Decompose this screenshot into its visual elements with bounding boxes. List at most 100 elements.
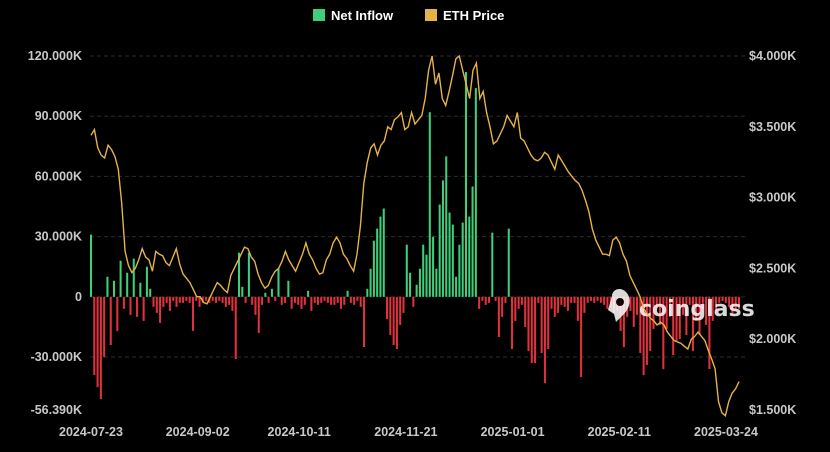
inflow-bar [297,297,299,305]
inflow-bar [409,273,411,297]
inflow-bar [402,297,404,313]
inflow-bar [603,297,605,305]
inflow-bar [567,297,569,311]
inflow-bar [129,297,131,315]
inflow-bar [468,217,470,297]
y-right-tick-label: $2.500K [749,261,796,275]
x-tick-label: 2025-03-24 [694,425,758,439]
inflow-bar [629,297,631,311]
inflow-bar [491,233,493,297]
inflow-bar [304,297,306,305]
inflow-bar [458,245,460,297]
inflow-bar [241,287,243,297]
inflow-bar [327,297,329,303]
x-tick-label: 2024-10-11 [268,425,331,439]
inflow-bar [245,297,247,303]
legend-item-net-inflow[interactable]: Net Inflow [313,8,394,23]
inflow-bar [419,269,421,297]
inflow-bar [106,277,108,297]
inflow-bar [195,297,197,301]
inflow-bar [583,297,585,313]
y-left-tick-label: 30.000K [35,230,82,244]
inflow-bar [518,297,520,309]
inflow-bar [376,229,378,297]
inflow-bar [156,297,158,313]
inflow-bar [475,88,477,297]
inflow-bar [314,297,316,303]
inflow-bar [271,289,273,297]
inflow-bar [225,297,227,307]
inflow-bar [179,297,181,303]
x-tick-label: 2024-09-02 [166,425,230,439]
inflow-bar [192,297,194,331]
inflow-bar [373,241,375,297]
inflow-bar [452,225,454,297]
inflow-bar [547,297,549,349]
y-right-tick-label: $3.000K [749,191,796,205]
y-axis-left: 120.000K90.000K60.000K30.000K0-30.000K-5… [28,49,82,417]
inflow-bar [449,213,451,297]
inflow-bar [136,297,138,317]
inflow-bar [254,297,256,315]
inflow-bar [501,297,503,317]
inflow-bar [386,297,388,319]
y-axis-right: $4.000K $3.500K $3.000K $2.500K $2.000K $1.50… [749,49,796,417]
inflow-bar [268,297,270,303]
inflow-bar [143,297,145,321]
inflow-bar [636,297,638,315]
inflow-bar [159,297,161,323]
inflow-bar [123,297,125,309]
inflow-bar [514,297,516,321]
inflow-bar [593,297,595,303]
inflow-bar [169,297,171,311]
inflow-bar [166,297,168,303]
inflow-bar [287,281,289,297]
inflow-bar [587,297,589,303]
inflow-bar [574,297,576,303]
inflow-bar [366,289,368,297]
x-tick-label: 2024-07-23 [59,425,123,439]
inflow-bar [182,297,184,303]
inflow-bar [350,297,352,303]
inflow-bar [534,297,536,363]
y-left-tick-label: 60.000K [35,169,82,183]
inflow-bar [281,297,283,305]
inflow-bar [261,297,263,305]
inflow-bar [504,297,506,303]
inflow-bar [393,297,395,345]
legend: Net Inflow ETH Price [313,8,504,23]
inflow-bar [146,267,148,297]
net-inflow-bars [90,72,740,399]
y-left-tick-label: 0 [75,290,82,304]
inflow-bar [205,297,207,301]
inflow-bar [347,291,349,297]
inflow-bar [442,180,444,296]
inflow-bar [330,297,332,305]
inflow-bar [508,229,510,297]
inflow-bar [570,297,572,303]
inflow-bar [307,291,309,297]
inflow-bar [597,297,599,301]
inflow-bar [412,297,414,307]
inflow-bar [557,297,559,313]
inflow-bar [176,297,178,307]
inflow-bar [531,297,533,363]
inflow-bar [439,205,441,297]
inflow-bar [488,297,490,303]
inflow-bar [600,297,602,303]
legend-item-eth-price[interactable]: ETH Price [425,8,504,23]
y-right-tick-label: $4.000K [749,49,796,63]
inflow-bar [521,297,523,305]
y-left-tick-label: -56.390K [31,403,82,417]
y-left-tick-label: 120.000K [28,49,82,63]
inflow-bar [511,297,513,349]
inflow-bar [149,289,151,297]
inflow-bar [435,269,437,297]
inflow-bar [264,293,266,297]
inflow-bar [379,217,381,297]
inflow-bar [231,297,233,311]
legend-swatch-net-inflow [313,9,325,21]
inflow-bar [320,297,322,303]
inflow-bar [363,297,365,347]
